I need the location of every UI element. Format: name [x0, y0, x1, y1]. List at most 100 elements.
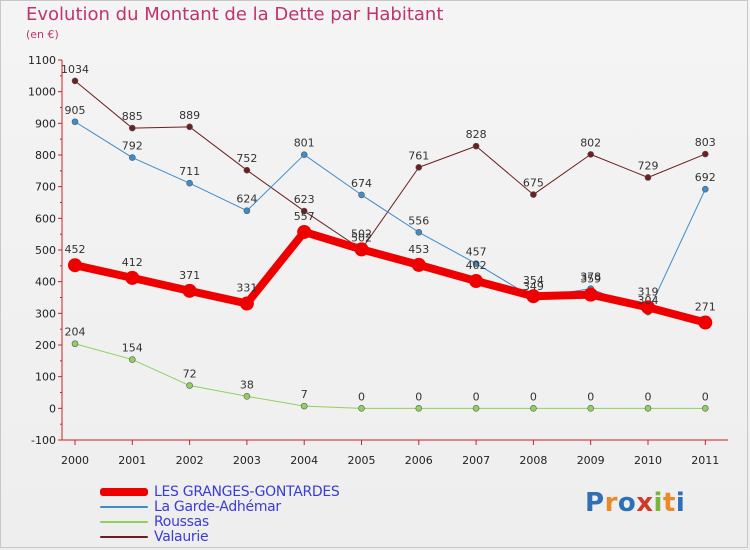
y-tick-label: 800 — [35, 149, 56, 162]
data-point — [698, 315, 713, 330]
data-label: 204 — [65, 326, 86, 339]
legend-label: Valaurie — [154, 528, 209, 545]
data-point — [297, 224, 312, 239]
data-point — [644, 405, 652, 412]
data-point — [71, 77, 79, 85]
data-label: 304 — [638, 294, 659, 307]
x-tick-label: 2010 — [634, 454, 662, 467]
data-label: 674 — [351, 177, 372, 190]
logo-letter: x — [636, 488, 654, 518]
data-label: 1034 — [61, 63, 89, 76]
data-label: 0 — [587, 390, 594, 403]
x-tick-label: 2005 — [348, 454, 376, 467]
y-tick-label: 700 — [35, 181, 56, 194]
data-point — [243, 392, 251, 400]
legend-item: LES GRANGES-GONTARDES — [100, 483, 340, 500]
data-label: 0 — [645, 390, 652, 403]
y-tick-label: -100 — [31, 434, 56, 447]
data-point — [300, 402, 308, 410]
data-point — [300, 207, 308, 215]
y-tick-label: 900 — [35, 117, 56, 130]
data-point — [469, 274, 484, 289]
data-point — [354, 242, 369, 257]
data-label: 453 — [408, 243, 429, 256]
data-point — [530, 405, 537, 412]
data-point — [530, 191, 537, 198]
logo-letter: i — [653, 488, 663, 518]
series-line — [74, 121, 706, 313]
data-label: 452 — [65, 243, 86, 256]
data-label: 378 — [580, 271, 601, 284]
data-label: 752 — [236, 152, 257, 165]
logo-letter: r — [604, 488, 618, 518]
legend-swatch — [100, 520, 148, 523]
legend-item: Roussas — [100, 513, 340, 530]
data-label: 692 — [695, 171, 716, 184]
data-point — [68, 258, 82, 273]
data-label: 154 — [122, 342, 143, 355]
data-label: 905 — [65, 104, 86, 117]
data-label: 828 — [466, 128, 487, 141]
data-label: 38 — [240, 378, 254, 391]
x-tick-label: 2008 — [519, 454, 547, 467]
data-label: 319 — [638, 285, 659, 298]
chart-legend: LES GRANGES-GONTARDES La Garde-Adhémar R… — [100, 483, 340, 545]
data-point — [243, 166, 251, 174]
data-label: 0 — [530, 390, 537, 403]
data-point — [583, 287, 598, 302]
data-point — [641, 300, 655, 315]
data-label: 675 — [523, 177, 544, 190]
x-tick-label: 2000 — [61, 454, 89, 467]
data-point — [411, 257, 426, 272]
x-tick-label: 2009 — [577, 454, 605, 467]
x-tick-label: 2007 — [462, 454, 490, 467]
data-point — [587, 405, 595, 412]
y-tick-label: 400 — [35, 276, 56, 289]
chart-unit: (en €) — [26, 28, 59, 41]
data-point — [71, 118, 79, 126]
data-label: 711 — [179, 165, 200, 178]
data-label: 0 — [473, 390, 480, 403]
x-tick-label: 2001 — [118, 454, 146, 467]
data-point — [472, 142, 480, 150]
chart-title: Evolution du Montant de la Dette par Hab… — [26, 4, 444, 25]
data-label: 792 — [122, 140, 143, 153]
data-point — [239, 296, 254, 311]
logo-letter: o — [617, 488, 637, 518]
data-label: 349 — [523, 280, 544, 293]
legend-item: La Garde-Adhémar — [100, 499, 340, 515]
data-point — [472, 405, 480, 412]
data-label: 623 — [294, 193, 315, 206]
data-point — [644, 174, 652, 181]
series-line — [74, 80, 706, 250]
legend-label: Roussas — [154, 513, 209, 530]
y-tick-label: 500 — [35, 244, 56, 257]
data-point — [186, 382, 193, 389]
legend-item: Valaurie — [100, 528, 340, 545]
data-point — [243, 207, 251, 215]
data-label: 457 — [466, 246, 487, 259]
x-tick-label: 2004 — [290, 454, 318, 467]
data-label: 624 — [236, 193, 257, 206]
legend-label: LES GRANGES-GONTARDES — [154, 483, 340, 500]
data-label: 359 — [580, 273, 601, 286]
data-label: 0 — [415, 390, 422, 403]
logo-letter: P — [585, 488, 605, 518]
data-point — [415, 405, 423, 412]
data-label: 801 — [294, 137, 315, 150]
data-point — [186, 179, 193, 187]
data-label: 729 — [638, 159, 659, 172]
data-point — [701, 405, 709, 412]
y-tick-label: 200 — [35, 339, 56, 352]
data-label: 7 — [301, 388, 308, 401]
data-point — [129, 154, 136, 161]
legend-swatch — [100, 505, 148, 508]
data-point — [186, 123, 193, 131]
data-label: 402 — [466, 259, 487, 272]
legend-swatch — [100, 535, 148, 538]
data-label: 802 — [580, 136, 601, 149]
data-point — [526, 289, 541, 304]
data-point — [129, 356, 136, 363]
data-point — [358, 191, 365, 199]
